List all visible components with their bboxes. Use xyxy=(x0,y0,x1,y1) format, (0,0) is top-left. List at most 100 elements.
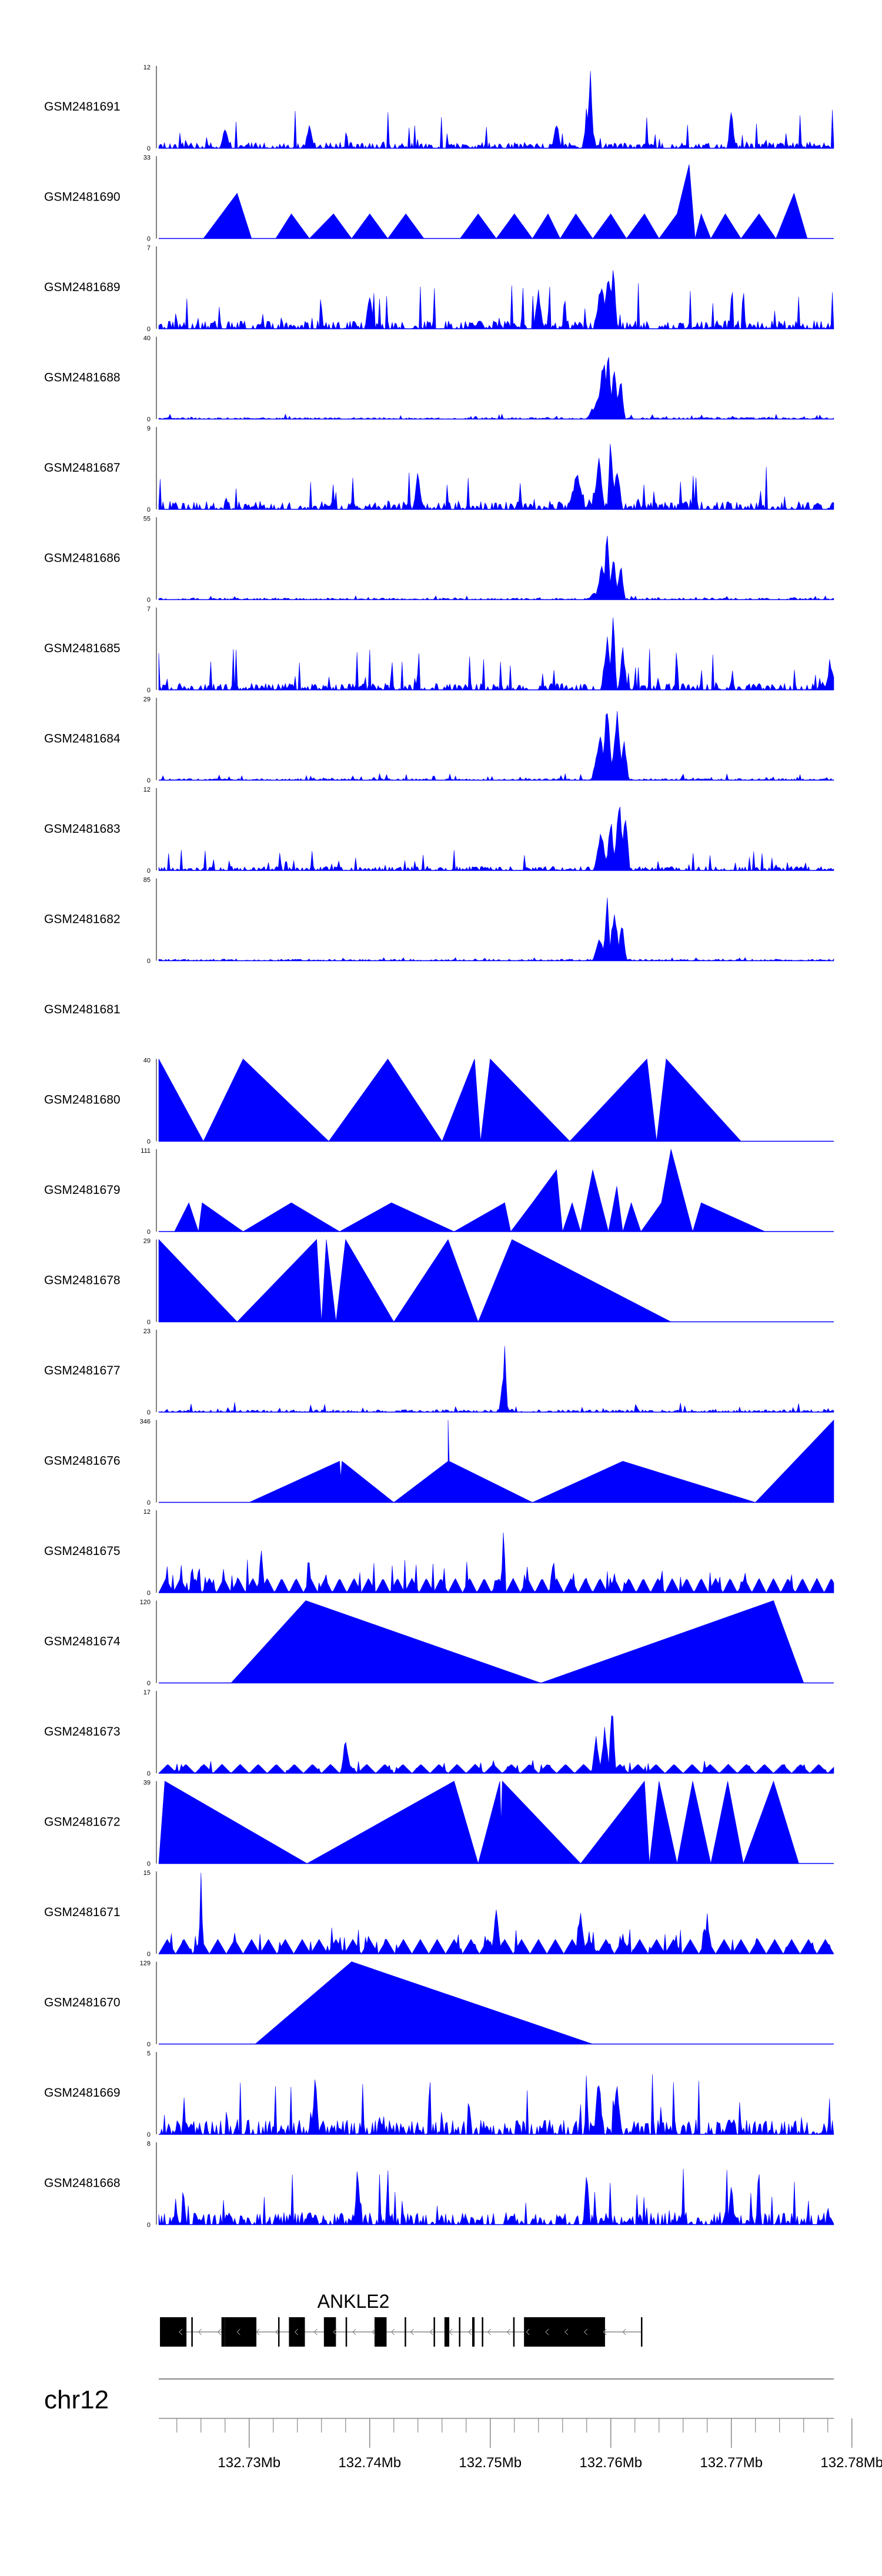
gene-exon xyxy=(289,2317,303,2347)
strand-arrow xyxy=(372,2328,376,2335)
track-GSM2481677: GSM2481677 23 0 xyxy=(44,1328,834,1416)
track-ymax-label: 40 xyxy=(143,1057,151,1065)
strand-arrow xyxy=(545,2328,549,2335)
gene-exon xyxy=(191,2317,193,2347)
gene-exon xyxy=(472,2317,475,2347)
track-label: GSM2481670 xyxy=(44,1996,121,2010)
track-ymin-label: 0 xyxy=(147,1951,151,1958)
track-GSM2481670: GSM2481670 129 0 xyxy=(44,1960,834,2048)
track-ymax-label: 33 xyxy=(143,155,151,162)
gene-track: ANKLE2 xyxy=(160,2291,643,2347)
track-GSM2481678: GSM2481678 29 0 xyxy=(44,1238,834,1326)
track-signal-area xyxy=(158,1346,834,1413)
strand-arrow xyxy=(236,2328,240,2335)
tick-label: 132.75Mb xyxy=(459,2455,522,2471)
track-GSM2481676: GSM2481676 346 0 xyxy=(44,1419,834,1507)
track-signal-area xyxy=(158,1780,834,1864)
track-ymin-label: 0 xyxy=(147,958,151,965)
track-GSM2481680: GSM2481680 40 0 xyxy=(44,1057,834,1146)
data-tracks: GSM2481691120GSM2481690330GSM248168970GS… xyxy=(44,64,834,2229)
gene-exon xyxy=(345,2317,348,2347)
track-ymin-label: 0 xyxy=(147,2131,151,2138)
track-signal-area xyxy=(158,1239,834,1323)
track-label: GSM2481672 xyxy=(44,1816,121,1829)
track-ymax-label: 9 xyxy=(147,425,151,432)
strand-arrow xyxy=(449,2328,453,2335)
track-ymin-label: 0 xyxy=(147,687,151,694)
strand-arrow xyxy=(564,2328,569,2335)
track-signal-area xyxy=(159,1149,834,1233)
track-ymax-label: 55 xyxy=(143,516,151,523)
track-signal-area xyxy=(158,443,834,510)
track-ymax-label: 29 xyxy=(143,696,151,703)
strand-arrow xyxy=(256,2328,260,2335)
track-ymax-label: 129 xyxy=(140,1960,151,1967)
track-ymax-label: 15 xyxy=(143,1870,151,1877)
track-label: GSM2481683 xyxy=(44,822,121,836)
track-ymax-label: 12 xyxy=(143,786,151,793)
track-GSM2481688: GSM2481688 40 0 xyxy=(44,335,834,423)
track-signal-area xyxy=(158,71,834,149)
track-label: GSM2481669 xyxy=(44,2086,121,2100)
gene-exon xyxy=(603,2317,605,2347)
track-signal-area xyxy=(158,1058,834,1142)
track-GSM2481681: GSM2481681 xyxy=(44,1003,121,1016)
track-label: GSM2481671 xyxy=(44,1906,121,1919)
track-ymin-label: 0 xyxy=(147,1319,151,1326)
track-label: GSM2481687 xyxy=(44,461,121,475)
gene-strand-arrows xyxy=(179,2328,626,2335)
strand-arrow xyxy=(410,2328,414,2335)
track-ymin-label: 0 xyxy=(147,1861,151,1868)
track-ymin-label: 0 xyxy=(147,778,151,785)
track-signal-area xyxy=(159,710,834,781)
track-ymin-label: 0 xyxy=(147,597,151,604)
track-ymin-label: 0 xyxy=(147,326,151,333)
track-label: GSM2481674 xyxy=(44,1635,121,1649)
track-ymax-label: 7 xyxy=(147,245,151,252)
gene-exon xyxy=(513,2317,515,2347)
track-label: GSM2481682 xyxy=(44,913,121,926)
strand-arrow xyxy=(217,2328,221,2335)
gene-exon xyxy=(225,2317,257,2347)
track-ymin-label: 0 xyxy=(147,1139,151,1146)
track-signal-area xyxy=(158,1873,834,1955)
track-GSM2481671: GSM2481671 15 0 xyxy=(44,1870,834,1958)
gene-exon xyxy=(303,2317,305,2347)
strand-arrow xyxy=(390,2328,395,2335)
strand-arrow xyxy=(294,2328,299,2335)
gene-exon xyxy=(524,2317,604,2347)
chromosome-label: chr12 xyxy=(44,2385,109,2414)
track-ymax-label: 85 xyxy=(143,877,151,884)
track-label: GSM2481675 xyxy=(44,1544,121,1558)
track-ymin-label: 0 xyxy=(147,1409,151,1416)
strand-arrow xyxy=(603,2328,607,2335)
gene-label: ANKLE2 xyxy=(318,2291,390,2312)
track-label: GSM2481681 xyxy=(44,1003,121,1016)
track-GSM2481691: GSM2481691 12 0 xyxy=(44,64,834,152)
track-GSM2481684: GSM2481684 29 0 xyxy=(44,696,834,785)
strand-arrow xyxy=(429,2328,433,2335)
track-GSM2481668: GSM2481668 8 0 xyxy=(44,2141,834,2229)
track-label: GSM2481680 xyxy=(44,1093,121,1107)
tick-label: 132.76Mb xyxy=(579,2455,642,2471)
track-signal-area xyxy=(159,2074,834,2135)
gene-exon xyxy=(221,2317,225,2347)
track-ymax-label: 39 xyxy=(143,1780,151,1787)
track-ymax-label: 12 xyxy=(143,64,151,71)
track-label: GSM2481691 xyxy=(44,100,121,114)
track-GSM2481679: GSM2481679 111 0 xyxy=(44,1147,834,1236)
strand-arrow xyxy=(313,2328,318,2335)
track-label: GSM2481686 xyxy=(44,552,121,565)
track-GSM2481682: GSM2481682 85 0 xyxy=(44,877,834,965)
track-ymin-label: 0 xyxy=(147,1680,151,1687)
track-signal-area xyxy=(158,357,834,420)
track-ymin-label: 0 xyxy=(147,236,151,243)
track-signal-area xyxy=(158,617,834,691)
strand-arrow xyxy=(352,2328,356,2335)
track-ymin-label: 0 xyxy=(147,867,151,875)
strand-arrow xyxy=(198,2328,202,2335)
track-ymax-label: 23 xyxy=(143,1328,151,1335)
track-label: GSM2481689 xyxy=(44,281,121,294)
tick-label: 132.77Mb xyxy=(700,2455,763,2471)
